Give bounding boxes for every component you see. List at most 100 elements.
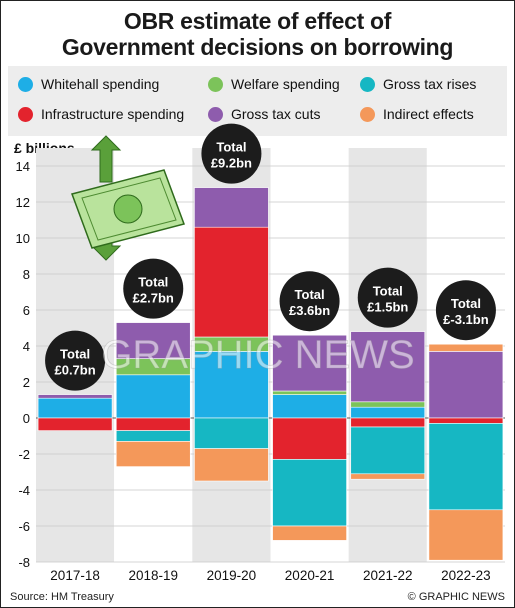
arrow-up-icon [90,135,122,183]
bar-segment [428,509,504,561]
legend-dot-icon [208,106,223,122]
total-line-1: Total [295,287,325,302]
bar-segment [272,417,347,460]
x-tick-label: 2017-18 [50,568,100,583]
total-label: Total£-3.1bn [435,280,496,341]
legend-item-welfare: Welfare spending [208,76,340,92]
bar-segment [37,397,113,419]
y-tick-label: 2 [23,375,30,390]
legend-label: Infrastructure spending [41,106,185,122]
y-tick-label: 6 [23,303,30,318]
legend-item-infrastructure: Infrastructure spending [18,106,184,122]
bar-segment [350,417,426,428]
y-tick-label: -2 [18,447,30,462]
bar-stack-2019-20 [194,187,269,482]
legend-dot-icon [208,76,223,92]
total-bubble [357,267,418,328]
bar-segment [115,417,191,431]
total-label: Total£1.5bn [357,267,418,328]
total-bubble [201,123,262,184]
bar-segment [37,394,113,399]
bar-segment [428,417,504,424]
legend-dot-icon [18,106,33,122]
y-tick-label: 4 [23,339,30,354]
x-tick-label: 2020-21 [285,568,335,583]
legend-item-tax-cuts: Gross tax cuts [208,106,320,122]
total-bubble [435,280,496,341]
bar-segment [115,374,191,419]
bars [37,187,504,561]
credit-note: © GRAPHIC NEWS [407,591,505,603]
y-tick-label: -4 [18,483,30,498]
bar-segment [350,406,426,419]
total-label: Total£0.7bn [45,330,106,391]
legend-label: Whitehall spending [41,76,160,92]
total-bubble [279,271,340,332]
y-tick-label: -8 [18,555,30,570]
bar-stack-2021-22 [350,331,426,480]
total-line-1: Total [216,140,246,155]
total-line-1: Total [373,284,403,299]
x-tick-label: 2019-20 [207,568,257,583]
x-tick-label: 2021-22 [363,568,413,583]
legend-item-tax-rises: Gross tax rises [360,76,476,92]
y-tick-label: 0 [23,411,30,426]
source-note: Source: HM Treasury [10,591,114,603]
bar-segment [350,331,426,403]
x-tick-label: 2018-19 [128,568,178,583]
legend-dot-icon [360,76,375,92]
banknote-border [81,177,177,241]
total-label: Total£3.6bn [279,271,340,332]
banknote-medallion [113,194,143,224]
x-tick-label: 2022-23 [441,568,491,583]
total-label: Total£2.7bn [123,258,184,319]
bar-segment [272,459,347,527]
total-line-2: £2.7bn [133,291,174,306]
watermark: GRAPHIC NEWS [101,333,414,377]
bar-segment [272,334,347,392]
total-line-1: Total [60,347,90,362]
bar-segment [115,430,191,442]
total-line-2: £1.5bn [367,300,408,315]
bar-stack-2020-21 [272,334,347,541]
y-gridlines: 14 12 10 8 6 4 2 0 -2 -4 -6 -8 [16,159,505,570]
bar-segment [272,394,347,419]
legend-label: Welfare spending [231,76,340,92]
bar-segment [194,448,269,482]
y-tick-label: -6 [18,519,30,534]
bar-stack-2022-23 [428,343,504,561]
title-line-2: Government decisions on borrowing [61,34,454,60]
bar-segment [428,343,504,352]
total-line-1: Total [138,275,168,290]
bar-stack-2017-18 [37,394,113,431]
bar-segment [194,226,269,338]
y-tick-label: 12 [16,195,30,210]
total-bubble [123,258,184,319]
total-line-2: £0.7bn [54,363,95,378]
legend-label: Indirect effects [383,106,474,122]
bar-segment [428,423,504,511]
bar-segment [272,525,347,541]
banknote-icon [71,135,185,261]
legend-item-whitehall: Whitehall spending [18,76,159,92]
total-line-2: £-3.1bn [443,312,489,327]
total-label: Total£9.2bn [201,123,262,184]
y-tick-label: 10 [16,231,30,246]
total-line-1: Total [451,296,481,311]
legend-label: Gross tax cuts [231,106,321,122]
bar-segment [272,390,347,395]
title-line-1: OBR estimate of effect of [123,8,392,34]
legend-item-indirect: Indirect effects [360,106,474,122]
total-line-2: £9.2bn [211,156,252,171]
bar-segment [350,401,426,408]
bar-segment [37,417,113,431]
legend-label: Gross tax rises [383,76,477,92]
total-line-2: £3.6bn [289,303,330,318]
bar-segment [194,417,269,449]
y-tick-label: 14 [16,159,30,174]
y-tick-label: 8 [23,267,30,282]
legend-dot-icon [18,76,33,92]
bar-segment [194,187,269,228]
bar-segment [350,473,426,480]
